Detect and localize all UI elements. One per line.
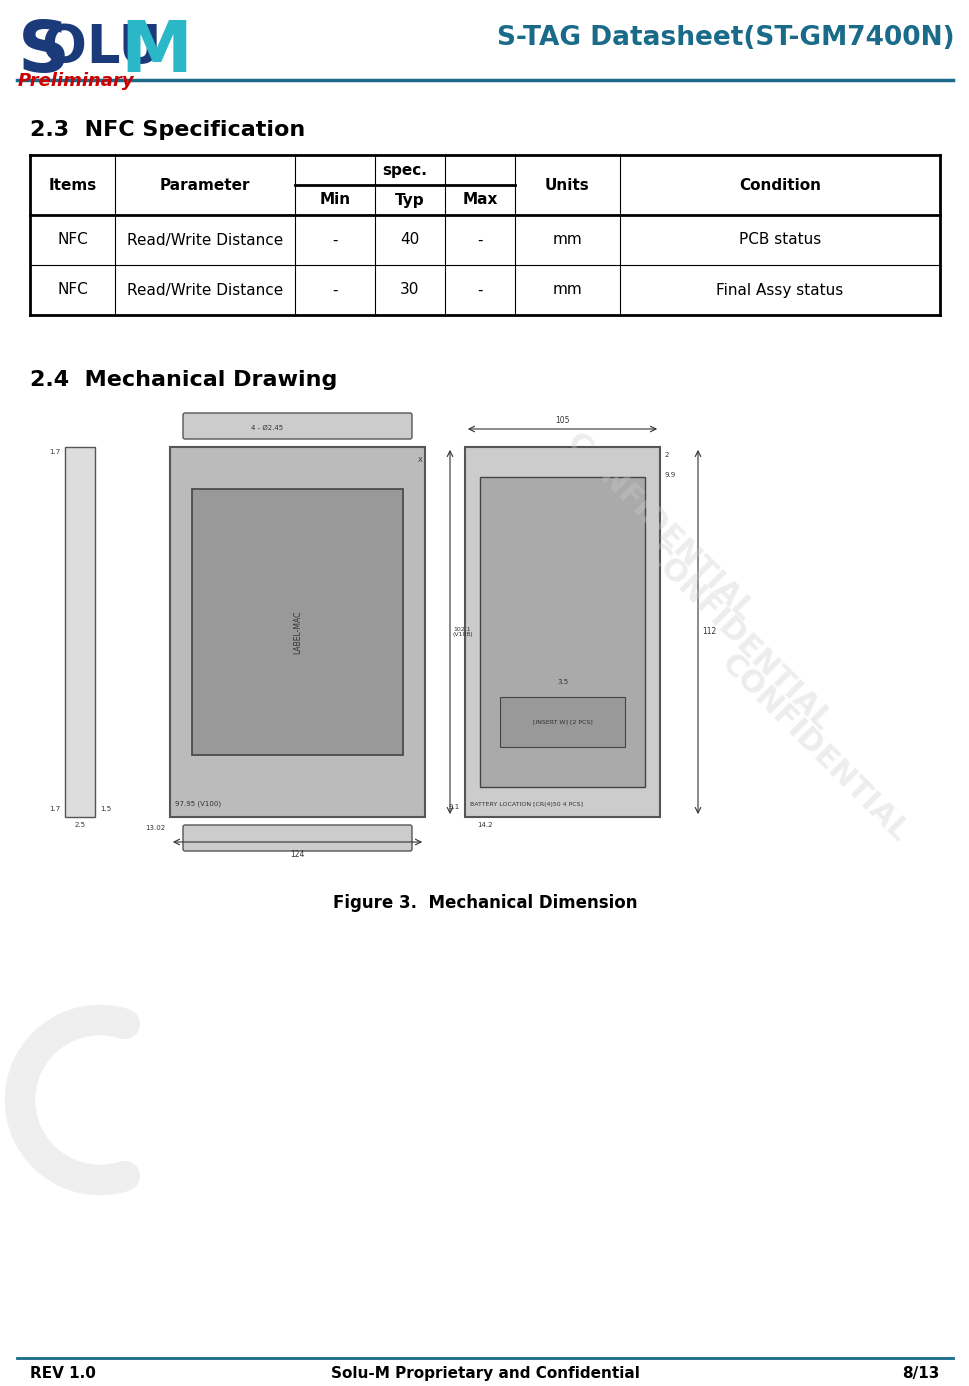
Text: mm: mm — [552, 233, 581, 248]
Text: 102.1
(V108): 102.1 (V108) — [453, 626, 473, 638]
Text: NFC: NFC — [57, 283, 88, 298]
Text: Final Assy status: Final Assy status — [716, 283, 843, 298]
Text: Solu-M Proprietary and Confidential: Solu-M Proprietary and Confidential — [330, 1367, 639, 1380]
Bar — [170, 448, 424, 816]
Text: 3.5: 3.5 — [556, 679, 568, 685]
Text: -: - — [332, 233, 337, 248]
Text: 13.02: 13.02 — [144, 825, 165, 832]
Text: BATTERY LOCATION [CR(4)50 4 PCS]: BATTERY LOCATION [CR(4)50 4 PCS] — [470, 802, 582, 807]
Text: 105: 105 — [554, 416, 569, 426]
Text: 1.5: 1.5 — [100, 807, 111, 812]
Text: Preliminary: Preliminary — [18, 72, 135, 90]
Text: 9.1: 9.1 — [449, 804, 459, 809]
Text: 97.95 (V100): 97.95 (V100) — [174, 801, 221, 807]
Text: 1.7: 1.7 — [48, 449, 60, 455]
Text: NFC: NFC — [57, 233, 88, 248]
Text: X: X — [418, 457, 422, 463]
Text: Read/Write Distance: Read/Write Distance — [127, 233, 283, 248]
Text: PCB status: PCB status — [738, 233, 821, 248]
Bar — [65, 448, 95, 816]
Text: Typ: Typ — [394, 193, 424, 208]
Text: S: S — [18, 18, 70, 87]
Text: 30: 30 — [400, 283, 420, 298]
Text: M: M — [120, 18, 192, 87]
Text: [INSERT W] [2 PCS]: [INSERT W] [2 PCS] — [532, 719, 592, 725]
Text: CONFIDENTIAL: CONFIDENTIAL — [637, 538, 836, 737]
Bar — [499, 697, 624, 747]
Text: 1.7: 1.7 — [48, 807, 60, 812]
Text: 40: 40 — [400, 233, 420, 248]
Text: CONFIDENTIAL: CONFIDENTIAL — [559, 427, 759, 626]
Text: Figure 3.  Mechanical Dimension: Figure 3. Mechanical Dimension — [332, 894, 637, 912]
Text: Max: Max — [462, 193, 497, 208]
Text: 2.3  NFC Specification: 2.3 NFC Specification — [30, 121, 305, 140]
Text: S-TAG Datasheet(ST-GM7400N): S-TAG Datasheet(ST-GM7400N) — [497, 25, 954, 51]
Text: 2.5: 2.5 — [75, 822, 85, 827]
Text: -: - — [477, 283, 483, 298]
FancyBboxPatch shape — [183, 413, 412, 439]
Bar — [464, 448, 659, 816]
Text: LABEL-MAC: LABEL-MAC — [293, 610, 301, 654]
Text: Condition: Condition — [738, 177, 820, 193]
Text: OLU: OLU — [42, 22, 179, 73]
Text: CONFIDENTIAL: CONFIDENTIAL — [714, 649, 914, 848]
Text: 124: 124 — [290, 850, 304, 859]
Text: 2: 2 — [665, 452, 669, 457]
Bar — [480, 477, 644, 787]
Text: 2.4  Mechanical Drawing: 2.4 Mechanical Drawing — [30, 370, 337, 389]
Text: 9.9: 9.9 — [665, 473, 675, 478]
Text: -: - — [477, 233, 483, 248]
Text: mm: mm — [552, 283, 581, 298]
Text: Parameter: Parameter — [160, 177, 250, 193]
Text: 4 - Ø2.45: 4 - Ø2.45 — [251, 426, 283, 431]
FancyBboxPatch shape — [183, 825, 412, 851]
Text: Min: Min — [319, 193, 350, 208]
Text: Units: Units — [545, 177, 589, 193]
Text: 8/13: 8/13 — [902, 1367, 939, 1380]
Text: spec.: spec. — [382, 162, 427, 177]
Text: -: - — [332, 283, 337, 298]
Text: Items: Items — [48, 177, 97, 193]
Text: REV 1.0: REV 1.0 — [30, 1367, 96, 1380]
Text: Read/Write Distance: Read/Write Distance — [127, 283, 283, 298]
Text: 112: 112 — [702, 628, 715, 636]
Text: 14.2: 14.2 — [477, 822, 492, 827]
Bar — [192, 489, 402, 755]
